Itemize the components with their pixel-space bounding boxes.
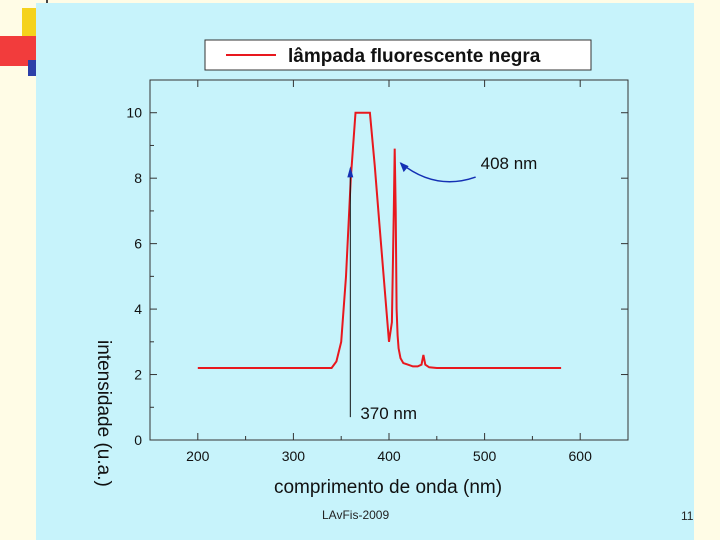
y-tick-label: 0 — [134, 432, 142, 448]
annotation-408-arrowhead — [399, 162, 409, 173]
y-tick-label: 8 — [134, 170, 142, 186]
x-tick-label: 300 — [282, 448, 306, 464]
x-axis-title: comprimento de onda (nm) — [274, 477, 502, 498]
legend-label: lâmpada fluorescente negra — [288, 46, 541, 67]
annotation-408-label: 408 nm — [481, 154, 538, 173]
x-tick-label: 200 — [186, 448, 210, 464]
x-axis: 200 300 400 500 600 — [186, 80, 592, 464]
footer-label: LAvFis-2009 — [322, 508, 390, 522]
x-tick-label: 500 — [473, 448, 497, 464]
series-line — [197, 111, 562, 369]
y-tick-label: 2 — [134, 367, 142, 383]
slide-panel — [36, 3, 694, 540]
annotation-408: 408 nm — [399, 154, 538, 183]
x-tick-label: 600 — [569, 448, 593, 464]
legend: lâmpada fluorescente negra — [204, 39, 592, 71]
page-number: 11 — [681, 509, 694, 523]
annotation-370-label: 370 nm — [360, 404, 417, 423]
annotation-370: 370 nm — [347, 166, 417, 423]
y-tick-label: 4 — [134, 301, 142, 317]
y-axis: 0 2 4 6 8 10 — [126, 105, 628, 448]
annotation-408-arrow — [400, 162, 476, 183]
y-axis-title: intensidade (u.a.) — [93, 340, 114, 487]
y-tick-label: 10 — [126, 105, 142, 121]
x-tick-label: 400 — [377, 448, 401, 464]
plot-frame — [149, 79, 629, 441]
y-tick-label: 6 — [134, 236, 142, 252]
annotation-370-arrowhead — [347, 166, 354, 178]
